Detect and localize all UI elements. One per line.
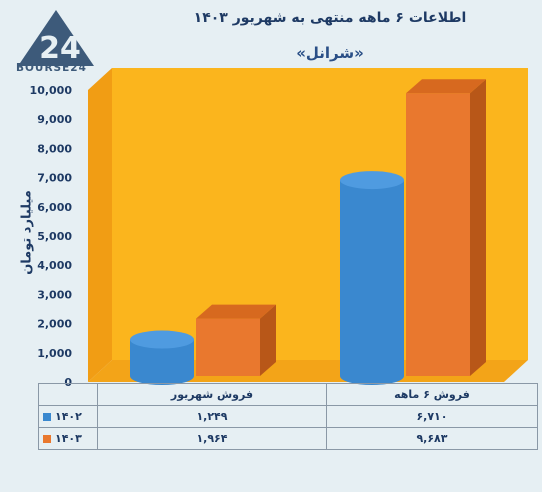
y-tick-label: 3,000 [37, 288, 72, 301]
logo-text: BOURSE24 [16, 62, 87, 74]
chart-subtitle: «شرانل» [296, 44, 364, 62]
table-cell: ۶,۷۱۰ [325, 405, 539, 428]
bourse24-logo: 24 [18, 10, 94, 66]
legend-label: ۱۴۰۳ [55, 432, 82, 445]
y-tick-label: 0 [64, 376, 72, 389]
bar [130, 330, 194, 385]
category-label: فروش ۶ ماهه [325, 383, 539, 406]
y-tick-label: 9,000 [37, 113, 72, 126]
bar [406, 79, 486, 376]
legend-entry: ۱۴۰۳ [38, 427, 98, 450]
y-tick-label: 4,000 [37, 259, 72, 272]
table-cell: ۹,۶۸۳ [325, 427, 539, 450]
side-wall [88, 68, 112, 382]
data-table: فروش شهریور فروش ۶ ماهه ۱۴۰۲ ۱,۲۴۹ ۶,۷۱۰… [38, 383, 539, 450]
bar-front [406, 93, 470, 376]
y-tick-label: 10,000 [30, 84, 73, 97]
table-header-row: فروش شهریور فروش ۶ ماهه [38, 383, 539, 406]
bar-front [196, 318, 260, 376]
y-tick-label: 6,000 [37, 201, 72, 214]
table-cell: ۱,۲۴۹ [97, 405, 327, 428]
bar-side [470, 79, 486, 376]
y-tick-label: 5,000 [37, 230, 72, 243]
bar-top [130, 330, 194, 349]
legend-entry: ۱۴۰۲ [38, 405, 98, 428]
bar-top [196, 304, 276, 319]
bar-body [340, 180, 404, 385]
y-tick-label: 1,000 [37, 347, 72, 360]
bar-side [260, 304, 276, 376]
bar [340, 171, 404, 385]
y-tick-label: 7,000 [37, 172, 72, 185]
table-cell: ۱,۹۶۴ [97, 427, 327, 450]
bar-top [340, 171, 404, 190]
logo-mark: 24 [39, 31, 81, 66]
bar-body [130, 339, 194, 385]
bar-top [406, 79, 486, 94]
category-label: فروش شهریور [97, 383, 327, 406]
bar [196, 304, 276, 376]
chart-title: اطلاعات ۶ ماهه منتهی به شهریور ۱۴۰۳ [193, 10, 467, 26]
legend-corner [38, 383, 98, 406]
y-tick-label: 2,000 [37, 318, 72, 331]
y-tick-label: 8,000 [37, 142, 72, 155]
table-row: ۱۴۰۳ ۱,۹۶۴ ۹,۶۸۳ [38, 427, 539, 450]
table-row: ۱۴۰۲ ۱,۲۴۹ ۶,۷۱۰ [38, 405, 539, 428]
legend-swatch [43, 435, 51, 443]
legend-label: ۱۴۰۲ [55, 410, 82, 423]
legend-swatch [43, 413, 51, 421]
